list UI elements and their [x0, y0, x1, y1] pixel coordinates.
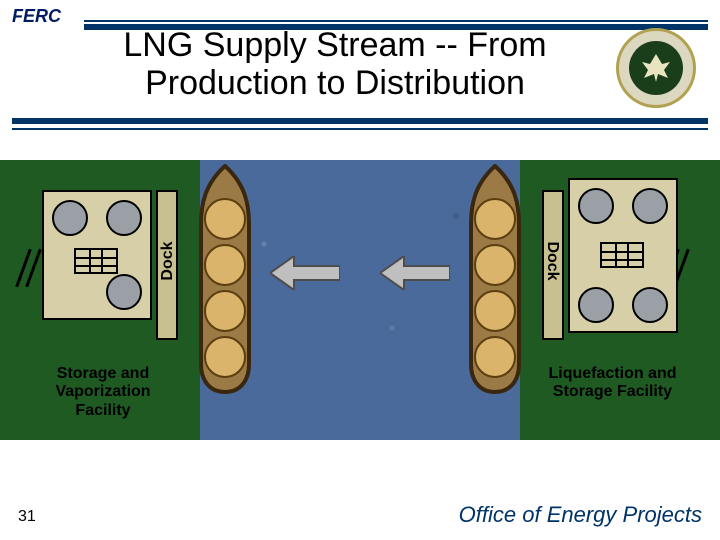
- lng-sphere: [474, 244, 516, 286]
- agency-seal: [616, 28, 696, 108]
- storage-tank: [52, 200, 88, 236]
- lng-sphere: [204, 336, 246, 378]
- storage-vaporization-facility: [42, 190, 152, 320]
- title-wrap: LNG Supply Stream -- From Production to …: [70, 26, 600, 102]
- storage-tank: [106, 200, 142, 236]
- flow-arrow-icon: [270, 256, 340, 290]
- dock-label-left: Dock: [159, 221, 177, 301]
- rule-under-thin: [12, 128, 708, 130]
- diagram-band: Dock Dock Storage and Vaporization Facil…: [0, 160, 720, 440]
- office-name: Office of Energy Projects: [459, 502, 702, 528]
- storage-tank: [578, 188, 614, 224]
- caption-liquefaction-storage: Liquefaction and Storage Facility: [535, 365, 690, 402]
- slide-number: 31: [18, 508, 36, 526]
- rule-under-thick: [12, 118, 708, 124]
- eagle-icon: [636, 48, 676, 88]
- rule-thin: [84, 20, 708, 22]
- storage-tank: [106, 274, 142, 310]
- caption-storage-vaporization: Storage and Vaporization Facility: [28, 365, 178, 420]
- dock-label-right: Dock: [543, 221, 561, 301]
- lng-sphere: [204, 198, 246, 240]
- lng-tanker-right: [465, 164, 525, 394]
- seal-inner: [629, 41, 683, 95]
- lng-sphere: [474, 198, 516, 240]
- page-title: LNG Supply Stream -- From Production to …: [70, 26, 600, 102]
- storage-tank: [578, 287, 614, 323]
- footer: 31 Office of Energy Projects: [0, 498, 720, 530]
- lng-sphere: [204, 290, 246, 332]
- lng-sphere: [204, 244, 246, 286]
- liquefaction-storage-facility: [568, 178, 678, 333]
- flow-arrow-icon: [380, 256, 450, 290]
- agency-tag: FERC: [12, 6, 61, 26]
- liquefaction-train-icon: [600, 242, 644, 268]
- lng-sphere: [474, 290, 516, 332]
- storage-tank: [632, 188, 668, 224]
- vaporizer-icon: [74, 248, 118, 274]
- header-rule-group: FERC: [12, 6, 708, 27]
- lng-sphere: [474, 336, 516, 378]
- storage-tank: [632, 287, 668, 323]
- lng-tanker-left: [195, 164, 255, 394]
